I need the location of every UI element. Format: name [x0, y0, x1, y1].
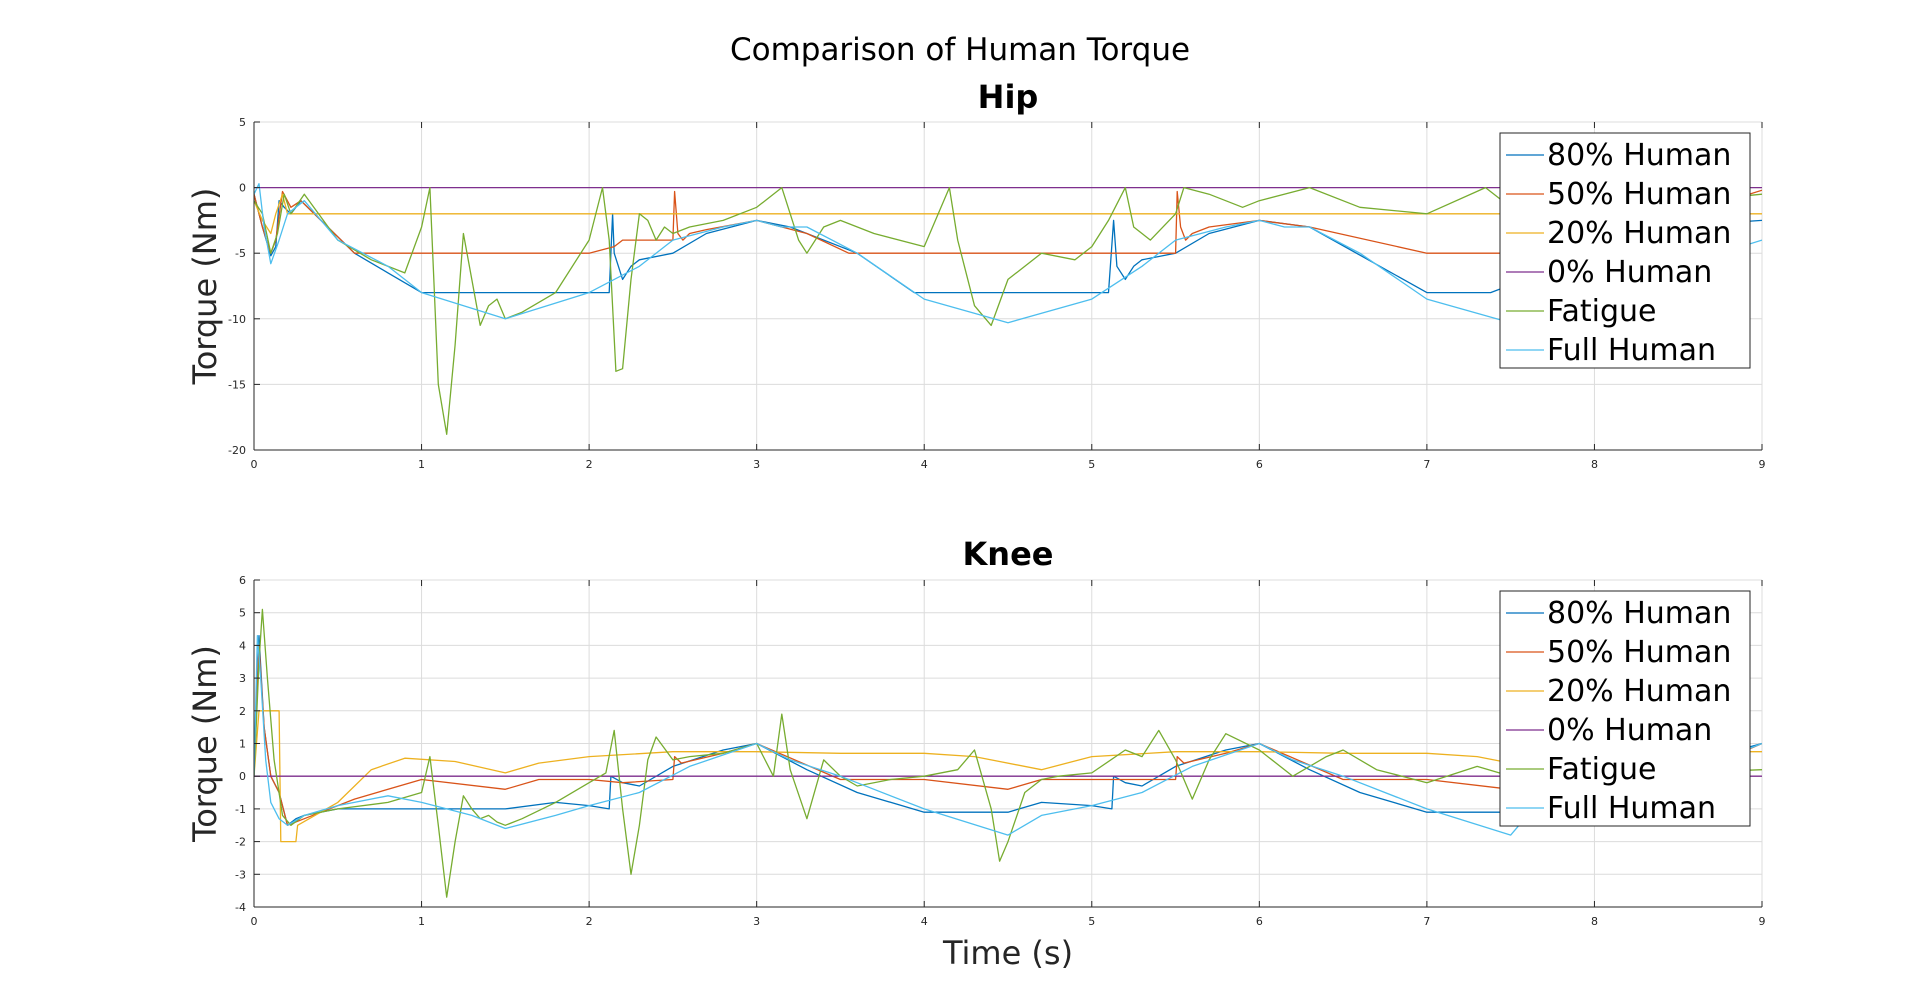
- x-tick-label: 2: [586, 915, 593, 928]
- y-tick-label: 5: [239, 607, 246, 620]
- x-tick-label: 4: [921, 458, 928, 471]
- legend-label: Fatigue: [1547, 294, 1657, 329]
- legend-box: [1499, 132, 1751, 369]
- series-line-80pct-human: [254, 634, 1762, 826]
- legend-label: 80% Human: [1547, 596, 1731, 631]
- x-tick-label: 2: [586, 458, 593, 471]
- y-tick-label: 6: [239, 574, 246, 587]
- legend-label: Full Human: [1547, 791, 1716, 826]
- series-line-fatigue: [254, 186, 1762, 435]
- y-tick-label: 3: [239, 672, 246, 685]
- series-line-full-human: [254, 183, 1762, 324]
- figure-suptitle: Comparison of Human Torque: [730, 32, 1190, 68]
- x-tick-label: 3: [753, 915, 760, 928]
- x-tick-label: 6: [1256, 458, 1263, 471]
- legend-label: Full Human: [1547, 333, 1716, 368]
- y-tick-label: -2: [235, 836, 246, 849]
- x-tick-label: 9: [1759, 915, 1766, 928]
- y-tick-label: 1: [239, 738, 246, 751]
- x-tick-label: 3: [753, 458, 760, 471]
- plot-area: [254, 183, 1762, 435]
- legend-item-20pct-human[interactable]: 20% Human: [1506, 216, 1731, 251]
- legend-item-fatigue[interactable]: Fatigue: [1506, 752, 1657, 787]
- x-axis-label: Time (s): [942, 934, 1073, 972]
- legend-label: 20% Human: [1547, 674, 1731, 709]
- legend-label: 50% Human: [1547, 177, 1731, 212]
- y-tick-label: -15: [228, 378, 246, 391]
- x-tick-label: 7: [1423, 458, 1430, 471]
- y-tick-label: -1: [235, 803, 246, 816]
- y-tick-label: 2: [239, 705, 246, 718]
- x-tick-label: 8: [1591, 915, 1598, 928]
- x-tick-label: 0: [251, 915, 258, 928]
- series-line-fatigue: [254, 608, 1762, 898]
- series-line-20pct-human: [254, 710, 1762, 843]
- legend[interactable]: 80% Human 50% Human 20% Human 0% Human Fatig…: [1499, 590, 1751, 827]
- legend-label: 0% Human: [1547, 255, 1712, 290]
- y-tick-label: -10: [228, 313, 246, 326]
- legend-item-80pct-human[interactable]: 80% Human: [1506, 596, 1731, 631]
- y-tick-label: -5: [235, 247, 246, 260]
- y-tick-label: -3: [235, 868, 246, 881]
- x-tick-label: 4: [921, 915, 928, 928]
- legend-label: 80% Human: [1547, 138, 1731, 173]
- x-tick-label: 9: [1759, 458, 1766, 471]
- legend-item-fatigue[interactable]: Fatigue: [1506, 294, 1657, 329]
- x-tick-label: 5: [1088, 915, 1095, 928]
- legend-label: 50% Human: [1547, 635, 1731, 670]
- y-tick-label: 4: [239, 639, 246, 652]
- x-tick-label: 5: [1088, 458, 1095, 471]
- legend-box: [1499, 590, 1751, 827]
- y-tick-label: 5: [239, 116, 246, 129]
- y-tick-label: 0: [239, 182, 246, 195]
- y-axis-label: Torque (Nm): [186, 645, 224, 843]
- subplot-knee: 0 1 2 3 4 5 6 7 8 9 -4 -3 -2 -1 0 1 2 3 4 5 6 Knee Torque (Nm)…: [186, 535, 1766, 972]
- x-tick-label: 6: [1256, 915, 1263, 928]
- legend-label: 0% Human: [1547, 713, 1712, 748]
- x-tick-label: 1: [418, 915, 425, 928]
- legend-item-20pct-human[interactable]: 20% Human: [1506, 674, 1731, 709]
- legend-item-80pct-human[interactable]: 80% Human: [1506, 138, 1731, 173]
- legend-label: 20% Human: [1547, 216, 1731, 251]
- legend-item-0pct-human[interactable]: 0% Human: [1506, 255, 1712, 290]
- x-tick-label: 1: [418, 458, 425, 471]
- x-tick-label: 0: [251, 458, 258, 471]
- x-tick-label: 7: [1423, 915, 1430, 928]
- subplot-hip: 0 1 2 3 4 5 6 7 8 9 -20 -15 -10 -5 0 5 Hip Torque (Nm) 80%…: [186, 78, 1766, 471]
- subplot-title: Knee: [963, 535, 1054, 573]
- y-tick-label: -4: [235, 901, 246, 914]
- legend-item-50pct-human[interactable]: 50% Human: [1506, 177, 1731, 212]
- subplot-title: Hip: [978, 78, 1039, 116]
- series-line-full-human: [254, 634, 1762, 836]
- legend-item-full-human[interactable]: Full Human: [1506, 333, 1716, 368]
- legend-label: Fatigue: [1547, 752, 1657, 787]
- y-axis-label: Torque (Nm): [186, 188, 224, 386]
- legend-item-50pct-human[interactable]: 50% Human: [1506, 635, 1731, 670]
- legend-item-full-human[interactable]: Full Human: [1506, 791, 1716, 826]
- series-line-80pct-human: [254, 194, 1762, 294]
- legend-item-0pct-human[interactable]: 0% Human: [1506, 713, 1712, 748]
- x-tick-label: 8: [1591, 458, 1598, 471]
- legend[interactable]: 80% Human 50% Human 20% Human 0% Human Fatig…: [1499, 132, 1751, 369]
- y-tick-label: 0: [239, 770, 246, 783]
- y-tick-label: -20: [228, 444, 246, 457]
